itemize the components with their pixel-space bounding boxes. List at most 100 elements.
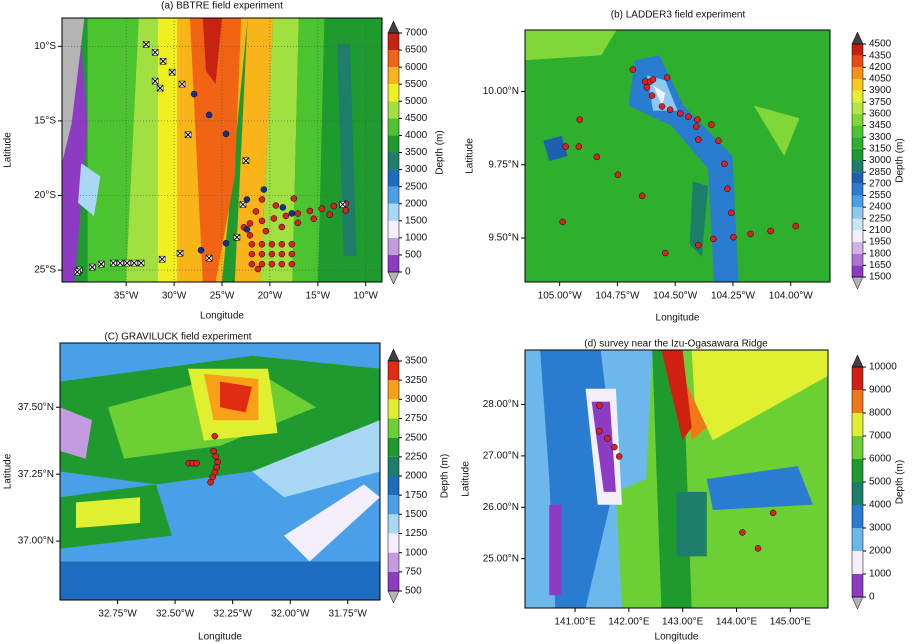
x-axis-label: Longitude (656, 313, 700, 324)
colorbar-segment (388, 101, 399, 119)
colorbar-under (851, 276, 864, 290)
colorbar-tick-label: 1000 (405, 547, 428, 558)
station (648, 92, 656, 99)
station (270, 215, 278, 222)
station (222, 239, 230, 247)
x-tick-label: 141.00°E (554, 617, 596, 628)
colorbar-segment (388, 571, 399, 591)
colorbar-segment (388, 254, 399, 272)
colorbar-segment (388, 476, 399, 496)
station (248, 241, 256, 248)
colorbar-over (851, 31, 864, 45)
depth-region (60, 561, 380, 600)
colorbar-segment (852, 436, 863, 459)
station (685, 113, 692, 120)
colorbar-segment (852, 413, 863, 436)
station (576, 116, 584, 123)
colorbar-tick-label: 1500 (405, 215, 428, 226)
colorbar-segment (852, 505, 863, 528)
station (710, 235, 717, 243)
x-tick-label: 31.75°W (329, 609, 368, 620)
depth-region (292, 18, 325, 282)
station (663, 74, 671, 81)
colorbar-segment (852, 195, 863, 208)
colorbar-tick-label: 3500 (405, 356, 428, 367)
station (629, 66, 637, 73)
station-x (184, 131, 192, 139)
colorbar-tick-label: 2500 (405, 181, 428, 192)
station (243, 226, 251, 233)
depth-region (220, 381, 252, 413)
station (262, 227, 270, 235)
y-tick-label: 25°S (34, 265, 56, 276)
station (562, 143, 569, 150)
colorbar-tick-label: 3600 (869, 109, 892, 120)
colorbar-tick-label: 3300 (869, 132, 892, 143)
station-cross (242, 157, 250, 165)
station (282, 212, 290, 220)
y-axis-label: Latitude (461, 461, 472, 497)
station (708, 121, 715, 128)
depth-region (653, 85, 666, 106)
colorbar-segment (388, 437, 399, 457)
station (258, 217, 266, 225)
station-cross (137, 259, 145, 267)
station-cross (116, 259, 124, 267)
colorbar-segment (388, 118, 399, 136)
station-x (123, 259, 131, 267)
colorbar-segment (388, 169, 399, 187)
colorbar-tick-label: 1000 (405, 232, 428, 243)
colorbar-segment (388, 237, 399, 255)
colorbar-tick-label: 1650 (869, 260, 892, 271)
depth-region (78, 163, 101, 216)
colorbar-segment (388, 399, 399, 419)
colorbar-segment (852, 265, 863, 277)
x-tick-label: 30°W (162, 291, 187, 302)
x-tick-label: 104.75°W (595, 291, 640, 302)
y-tick-label: 28.00°N (483, 399, 519, 410)
depth-region (682, 375, 707, 441)
station (724, 185, 731, 193)
station (677, 110, 684, 117)
colorbar-segment (852, 183, 863, 196)
colorbar-tick-label: 3900 (869, 85, 892, 96)
colorbar-tick-label: 2250 (405, 451, 428, 462)
station-cross (168, 68, 176, 76)
station (205, 111, 213, 119)
colorbar-segment (388, 456, 399, 476)
depth-region (284, 484, 380, 562)
station (643, 84, 651, 91)
colorbar-tick-label: 2700 (869, 178, 892, 189)
colorbar-tick-label: 0 (405, 267, 411, 278)
y-tick-label: 37.50°N (18, 402, 54, 413)
colorbar-tick-label: 6000 (869, 454, 892, 465)
colorbar-tick-label: 2850 (869, 167, 892, 178)
depth-region (706, 466, 813, 510)
colorbar-segment (852, 242, 863, 254)
colorbar-segment (852, 90, 863, 103)
station (246, 220, 254, 227)
station (611, 443, 618, 451)
station (278, 241, 286, 248)
depth-region (543, 135, 568, 162)
y-tick-label: 27.00°N (483, 451, 519, 462)
y-tick-label: 37.00°N (18, 536, 54, 547)
colorbar-over (387, 348, 400, 362)
y-tick-label: 9.50°N (488, 233, 519, 244)
station (649, 76, 657, 83)
x-tick-label: 144.00°E (716, 617, 758, 628)
station (575, 143, 583, 150)
x-tick-label: 32.00°W (271, 609, 310, 620)
x-tick-label: 143.00°E (662, 617, 704, 628)
colorbar-tick-label: 3500 (405, 147, 428, 158)
y-tick-label: 10.00°N (483, 86, 519, 97)
colorbar-segment (388, 418, 399, 438)
station (730, 233, 737, 241)
depth-region (234, 18, 274, 282)
plot-frame (59, 342, 381, 601)
depth-region (525, 30, 617, 61)
station-cross (88, 263, 96, 271)
station (695, 241, 702, 249)
colorbar-segment (852, 160, 863, 173)
